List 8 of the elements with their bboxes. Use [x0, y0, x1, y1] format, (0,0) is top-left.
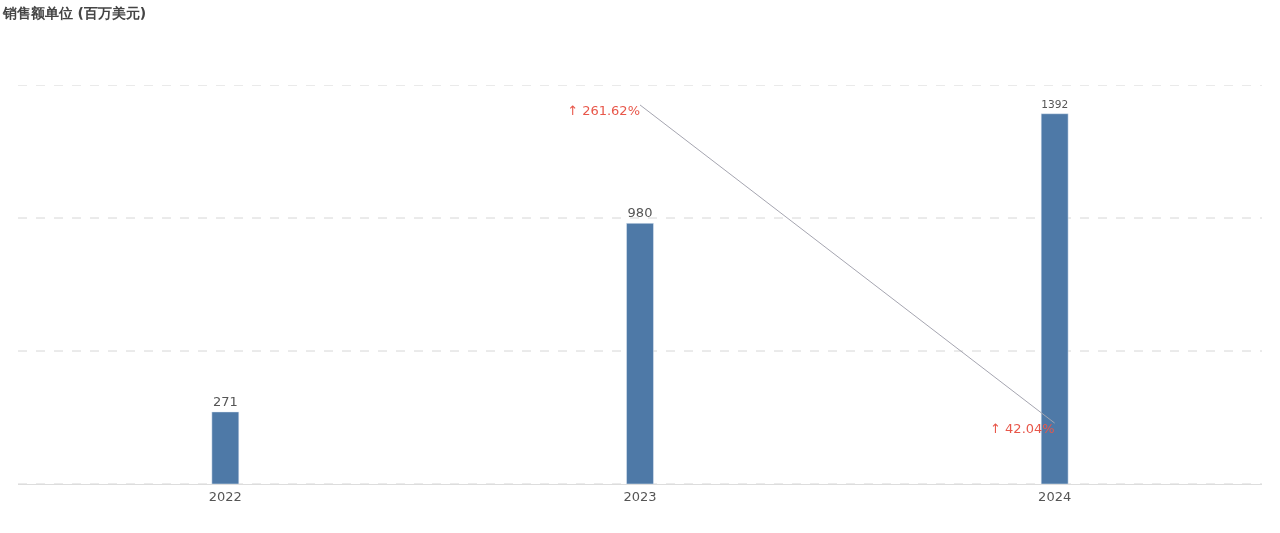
data-label: 1392 — [1041, 98, 1069, 111]
data-label: 271 — [212, 393, 238, 409]
data-label: 980 — [627, 205, 653, 221]
x-tick-label: 2023 — [623, 488, 657, 504]
chart-title: 销售额单位 (百万美元) — [1, 4, 147, 21]
x-tick-label: 2022 — [208, 488, 242, 504]
data-label: ↑ 261.62% — [567, 102, 640, 118]
x-tick-label: 2024 — [1038, 488, 1072, 504]
